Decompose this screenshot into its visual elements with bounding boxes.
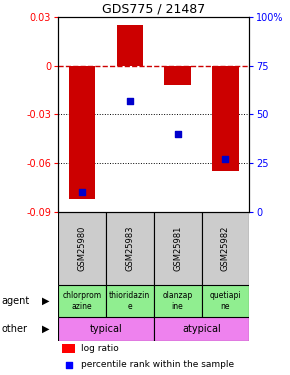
Bar: [58, 212, 106, 285]
Text: olanzap
ine: olanzap ine: [162, 291, 193, 310]
Bar: [58, 285, 106, 317]
Bar: [106, 212, 154, 285]
Bar: [69, 66, 95, 199]
Bar: [202, 285, 249, 317]
Point: [127, 98, 132, 104]
Text: ▶: ▶: [42, 324, 50, 334]
Text: atypical: atypical: [182, 324, 221, 334]
Bar: [154, 285, 202, 317]
Text: GSM25983: GSM25983: [125, 226, 134, 271]
Text: quetiapi
ne: quetiapi ne: [210, 291, 241, 310]
Text: other: other: [1, 324, 28, 334]
Text: GSM25982: GSM25982: [221, 226, 230, 271]
Text: thioridazin
e: thioridazin e: [109, 291, 151, 310]
Text: agent: agent: [1, 296, 30, 306]
Text: GSM25981: GSM25981: [173, 226, 182, 271]
Bar: [212, 66, 239, 171]
Point: [175, 131, 180, 137]
Bar: [164, 66, 191, 85]
Bar: [154, 317, 249, 341]
Bar: [106, 285, 154, 317]
Bar: [117, 25, 143, 66]
Bar: [154, 212, 202, 285]
Text: chlorprom
azine: chlorprom azine: [62, 291, 102, 310]
Text: GSM25980: GSM25980: [77, 226, 86, 271]
Text: ▶: ▶: [42, 296, 50, 306]
Text: typical: typical: [90, 324, 122, 334]
Bar: [58, 317, 154, 341]
Text: percentile rank within the sample: percentile rank within the sample: [81, 360, 234, 369]
Point: [66, 362, 71, 368]
Point: [79, 189, 84, 195]
Bar: [202, 212, 249, 285]
Title: GDS775 / 21487: GDS775 / 21487: [102, 3, 205, 16]
Point: [223, 156, 228, 162]
Bar: [62, 344, 75, 352]
Text: log ratio: log ratio: [81, 344, 119, 353]
